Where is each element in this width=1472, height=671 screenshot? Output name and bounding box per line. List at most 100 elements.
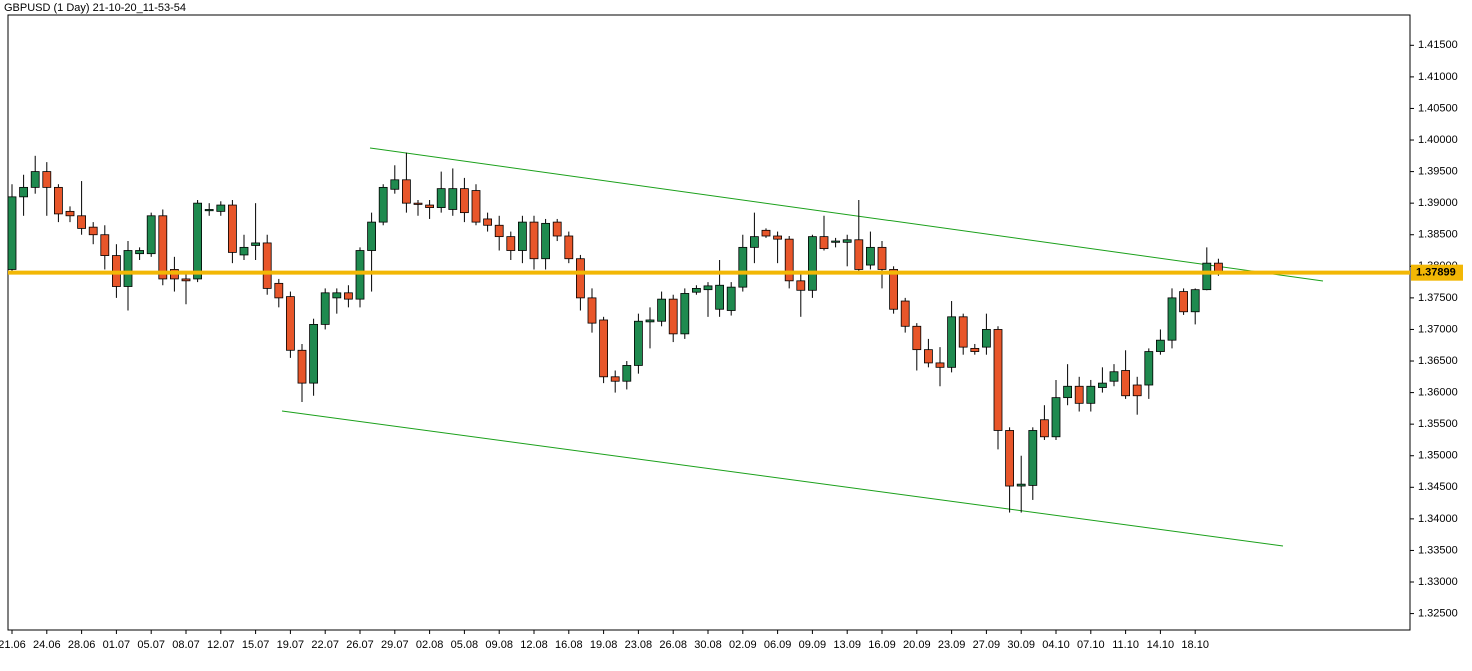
channel-lower-trendline — [281, 410, 1284, 547]
candle-body — [738, 246, 748, 288]
candle-body — [343, 292, 353, 300]
candle-body — [750, 236, 759, 248]
candle-body — [413, 202, 423, 205]
candle-body — [552, 221, 562, 237]
x-tick-label: 11.10 — [1112, 639, 1139, 651]
candle-body — [1086, 385, 1096, 404]
candle-body — [181, 278, 191, 282]
candle-body — [831, 240, 840, 243]
candle-body — [634, 320, 643, 366]
y-tick-label: 1.36500 — [1418, 355, 1458, 367]
x-tick-label: 05.08 — [451, 639, 479, 651]
candle-body — [378, 186, 388, 223]
x-tick-label: 02.08 — [416, 639, 444, 651]
candle-body — [1028, 430, 1038, 486]
candle-body — [239, 246, 249, 256]
y-tick-label: 1.41500 — [1418, 39, 1458, 51]
candle-body — [483, 218, 493, 226]
candle-body — [471, 190, 481, 223]
y-tick-label: 1.41000 — [1418, 71, 1458, 83]
y-tick-label: 1.40000 — [1418, 134, 1458, 146]
x-tick-label: 09.08 — [485, 639, 513, 651]
candle-body — [54, 186, 63, 215]
x-tick-label: 16.09 — [868, 639, 896, 651]
candle-body — [100, 234, 110, 256]
candle-body — [784, 238, 794, 282]
x-tick-label: 26.07 — [346, 639, 374, 651]
candle-body — [900, 300, 910, 327]
current-price-label: 1.37899 — [1416, 267, 1456, 279]
y-tick-label: 1.38500 — [1418, 229, 1458, 241]
candle-body — [1190, 289, 1200, 313]
x-tick-label: 27.09 — [973, 639, 1001, 651]
candle-body — [285, 296, 295, 351]
candle-body — [436, 188, 446, 208]
y-tick-label: 1.33000 — [1418, 576, 1458, 588]
candle-body — [958, 316, 968, 348]
candle-body — [680, 293, 690, 335]
candle-body — [599, 319, 608, 378]
y-tick-label: 1.37000 — [1418, 323, 1458, 335]
channel-upper-trendline — [369, 147, 1324, 282]
candle-body — [1063, 385, 1072, 399]
candle-body — [425, 204, 435, 208]
candle-body — [1167, 297, 1177, 341]
candle-body — [355, 250, 365, 300]
x-tick-label: 16.08 — [555, 639, 583, 651]
x-tick-label: 12.08 — [520, 639, 548, 651]
candle-body — [703, 285, 713, 291]
y-tick-label: 1.40500 — [1418, 102, 1458, 114]
candle-body — [1109, 371, 1119, 382]
x-tick-label: 06.09 — [764, 639, 792, 651]
candle-body — [587, 297, 597, 324]
candle-body — [1156, 339, 1165, 352]
candle-body — [947, 316, 956, 368]
x-tick-label: 04.10 — [1042, 639, 1070, 651]
x-tick-label: 29.07 — [381, 639, 409, 651]
candle-body — [1016, 483, 1026, 487]
y-tick-label: 1.35500 — [1418, 418, 1458, 430]
candle-body — [146, 215, 156, 255]
candle-body — [970, 347, 980, 352]
candle-body — [1074, 385, 1084, 404]
x-tick-label: 19.07 — [277, 639, 305, 651]
candle-body — [204, 209, 214, 212]
candle-body — [842, 239, 852, 243]
candle-body — [448, 188, 458, 210]
x-tick-label: 09.09 — [799, 639, 827, 651]
candle-body — [158, 215, 168, 280]
candle-body — [77, 215, 86, 229]
candle-body — [30, 171, 40, 188]
candle-body — [866, 246, 875, 266]
candle-body — [668, 298, 678, 335]
candle-body — [42, 171, 52, 188]
candle-body — [135, 250, 145, 255]
y-tick-label: 1.34500 — [1418, 481, 1458, 493]
x-tick-label: 15.07 — [242, 639, 270, 651]
candle-body — [274, 282, 284, 299]
x-tick-label: 22.07 — [311, 639, 339, 651]
chart-title: GBPUSD (1 Day) 21-10-20_11-53-54 — [4, 2, 186, 14]
current-price-box — [1411, 264, 1463, 281]
x-tick-label: 18.10 — [1181, 639, 1209, 651]
candle-body — [88, 226, 98, 236]
candle-body — [262, 242, 272, 289]
x-tick-label: 14.10 — [1147, 639, 1175, 651]
x-tick-label: 26.08 — [659, 639, 687, 651]
x-tick-label: 23.08 — [625, 639, 653, 651]
candle-body — [773, 235, 782, 240]
candle-body — [65, 210, 75, 217]
candle-body — [297, 349, 307, 384]
candle-body — [935, 362, 945, 368]
candle-body — [889, 269, 898, 310]
candle-body — [796, 280, 806, 291]
y-tick-label: 1.36000 — [1418, 386, 1458, 398]
candle-body — [924, 349, 933, 364]
candle-body — [19, 186, 29, 198]
candle-body — [1051, 397, 1061, 438]
x-tick-label: 07.10 — [1077, 639, 1105, 651]
candle-body — [645, 319, 655, 323]
candle-body — [541, 222, 550, 260]
y-tick-label: 1.37500 — [1418, 292, 1458, 304]
